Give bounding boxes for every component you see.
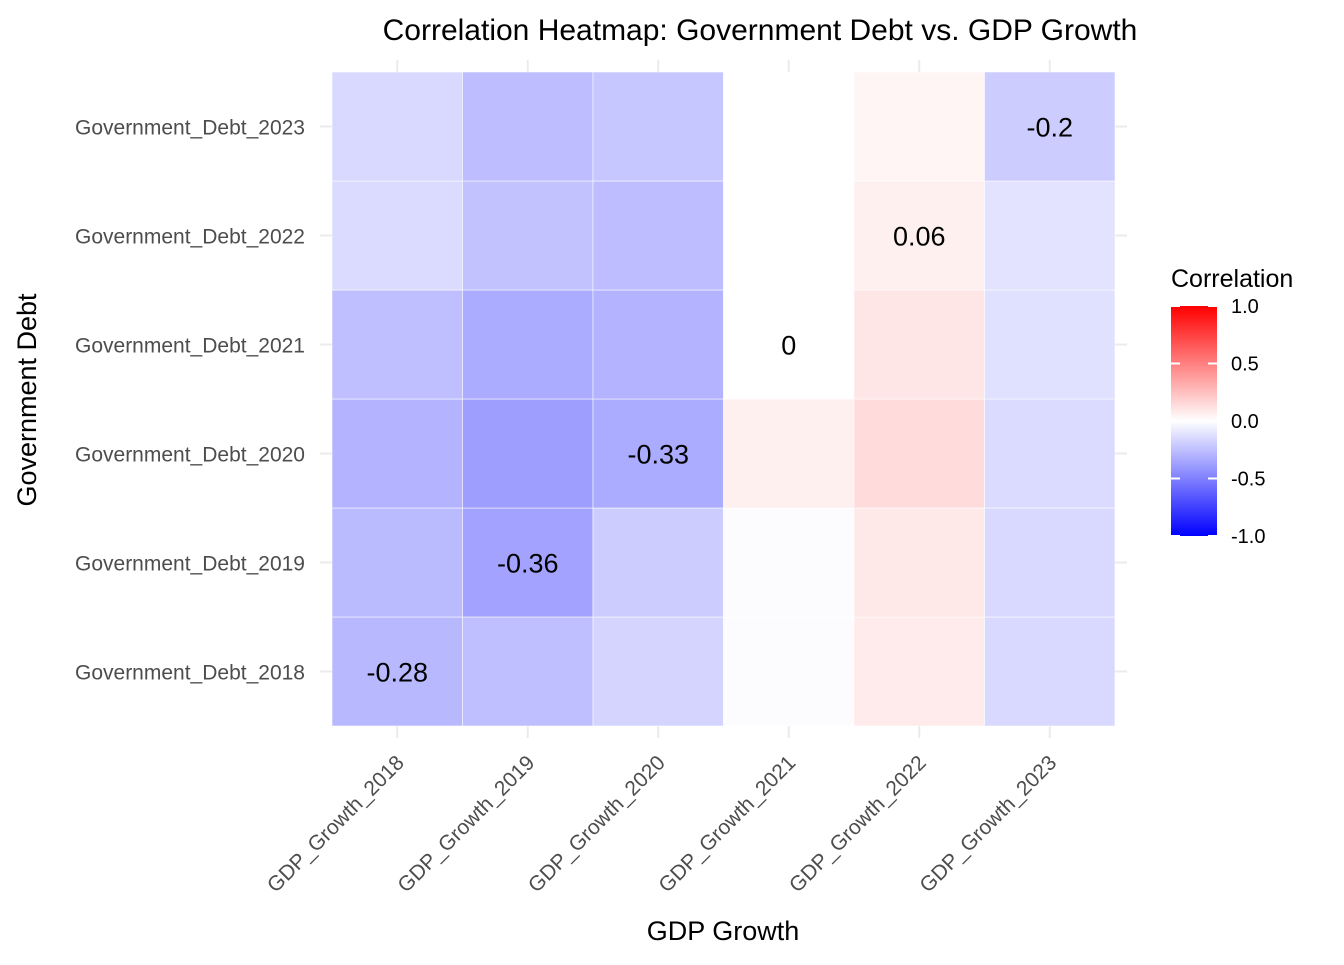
- heatmap-cell: [984, 507, 1116, 618]
- heatmap-cell: [984, 180, 1116, 291]
- y-axis-title: Government Debt: [12, 293, 42, 507]
- x-tick-label: GDP_Growth_2022: [785, 751, 931, 897]
- y-tick-label: Government_Debt_2023: [75, 117, 305, 140]
- heatmap-cell: [592, 289, 724, 400]
- x-axis-ticks: GDP_Growth_2018GDP_Growth_2019GDP_Growth…: [263, 751, 1061, 897]
- heatmap-cell: [853, 180, 985, 291]
- heatmap-cell: [462, 398, 594, 509]
- legend-tick-label: -1.0: [1231, 526, 1265, 548]
- cell-value-label: 0: [781, 331, 796, 361]
- heatmap-cell: [853, 507, 985, 618]
- heatmap-cell: [723, 507, 855, 618]
- legend-tick-label: -0.5: [1231, 469, 1265, 491]
- heatmap-cell: [853, 71, 985, 182]
- heatmap-cell: [462, 180, 594, 291]
- cell-value-label: -0.33: [627, 440, 689, 470]
- legend-ticks: 1.0 0.5 0.0 -0.5 -1.0: [1171, 296, 1265, 548]
- heatmap-cell: [984, 616, 1116, 727]
- chart-title: Correlation Heatmap: Government Debt vs.…: [383, 14, 1138, 47]
- heatmap-cell: [853, 398, 985, 509]
- y-axis-ticks: Government_Debt_2018 Government_Debt_2019…: [75, 117, 305, 685]
- legend-tick-label: 0.5: [1231, 354, 1259, 376]
- heatmap-cell: [723, 180, 855, 291]
- heatmap-cell: [592, 71, 724, 182]
- cell-labels: -0.28 -0.36 -0.33 0 0.06 -0.2: [366, 113, 1073, 688]
- x-tick-label: GDP_Growth_2020: [524, 751, 670, 897]
- heatmap-cell: [723, 616, 855, 727]
- legend-tick-label: 1.0: [1231, 296, 1259, 318]
- y-tick-label: Government_Debt_2022: [75, 226, 305, 249]
- heatmap-cell: [723, 71, 855, 182]
- heatmap-cell: [592, 507, 724, 618]
- y-tick-label: Government_Debt_2020: [75, 444, 305, 467]
- heatmap-cell: [592, 180, 724, 291]
- heatmap-cells: [331, 71, 1116, 727]
- heatmap-cell: [331, 507, 463, 618]
- heatmap-cell: [462, 289, 594, 400]
- legend-title: Correlation: [1171, 265, 1293, 293]
- heatmap-cell: [984, 71, 1116, 182]
- heatmap-cell: [331, 180, 463, 291]
- cell-value-label: -0.2: [1026, 113, 1073, 143]
- heatmap-cell: [462, 71, 594, 182]
- cell-value-label: 0.06: [893, 222, 946, 252]
- heatmap-cell: [462, 616, 594, 727]
- cell-value-label: -0.36: [497, 549, 559, 579]
- heatmap-cell: [984, 289, 1116, 400]
- heatmap-cell: [984, 398, 1116, 509]
- y-tick-label: Government_Debt_2019: [75, 553, 305, 576]
- y-tick-label: Government_Debt_2018: [75, 662, 305, 685]
- heatmap-cell: [853, 289, 985, 400]
- y-tick-label: Government_Debt_2021: [75, 335, 305, 358]
- legend-tick-label: 0.0: [1231, 411, 1259, 433]
- x-tick-label: GDP_Growth_2019: [393, 751, 539, 897]
- heatmap-cell: [592, 616, 724, 727]
- x-tick-label: GDP_Growth_2018: [263, 751, 409, 897]
- heatmap-cell: [723, 398, 855, 509]
- x-axis-title: GDP Growth: [647, 916, 800, 946]
- heatmap-cell: [331, 289, 463, 400]
- heatmap-cell: [331, 71, 463, 182]
- x-tick-label: GDP_Growth_2021: [654, 751, 800, 897]
- heatmap-cell: [331, 616, 463, 727]
- heatmap-cell: [853, 616, 985, 727]
- heatmap-cell: [462, 507, 594, 618]
- cell-value-label: -0.28: [366, 658, 428, 688]
- x-tick-label: GDP_Growth_2023: [915, 751, 1061, 897]
- heatmap-cell: [331, 398, 463, 509]
- color-legend: Correlation 1.0 0.5 0.0 -0.5 -1.0: [1171, 265, 1293, 548]
